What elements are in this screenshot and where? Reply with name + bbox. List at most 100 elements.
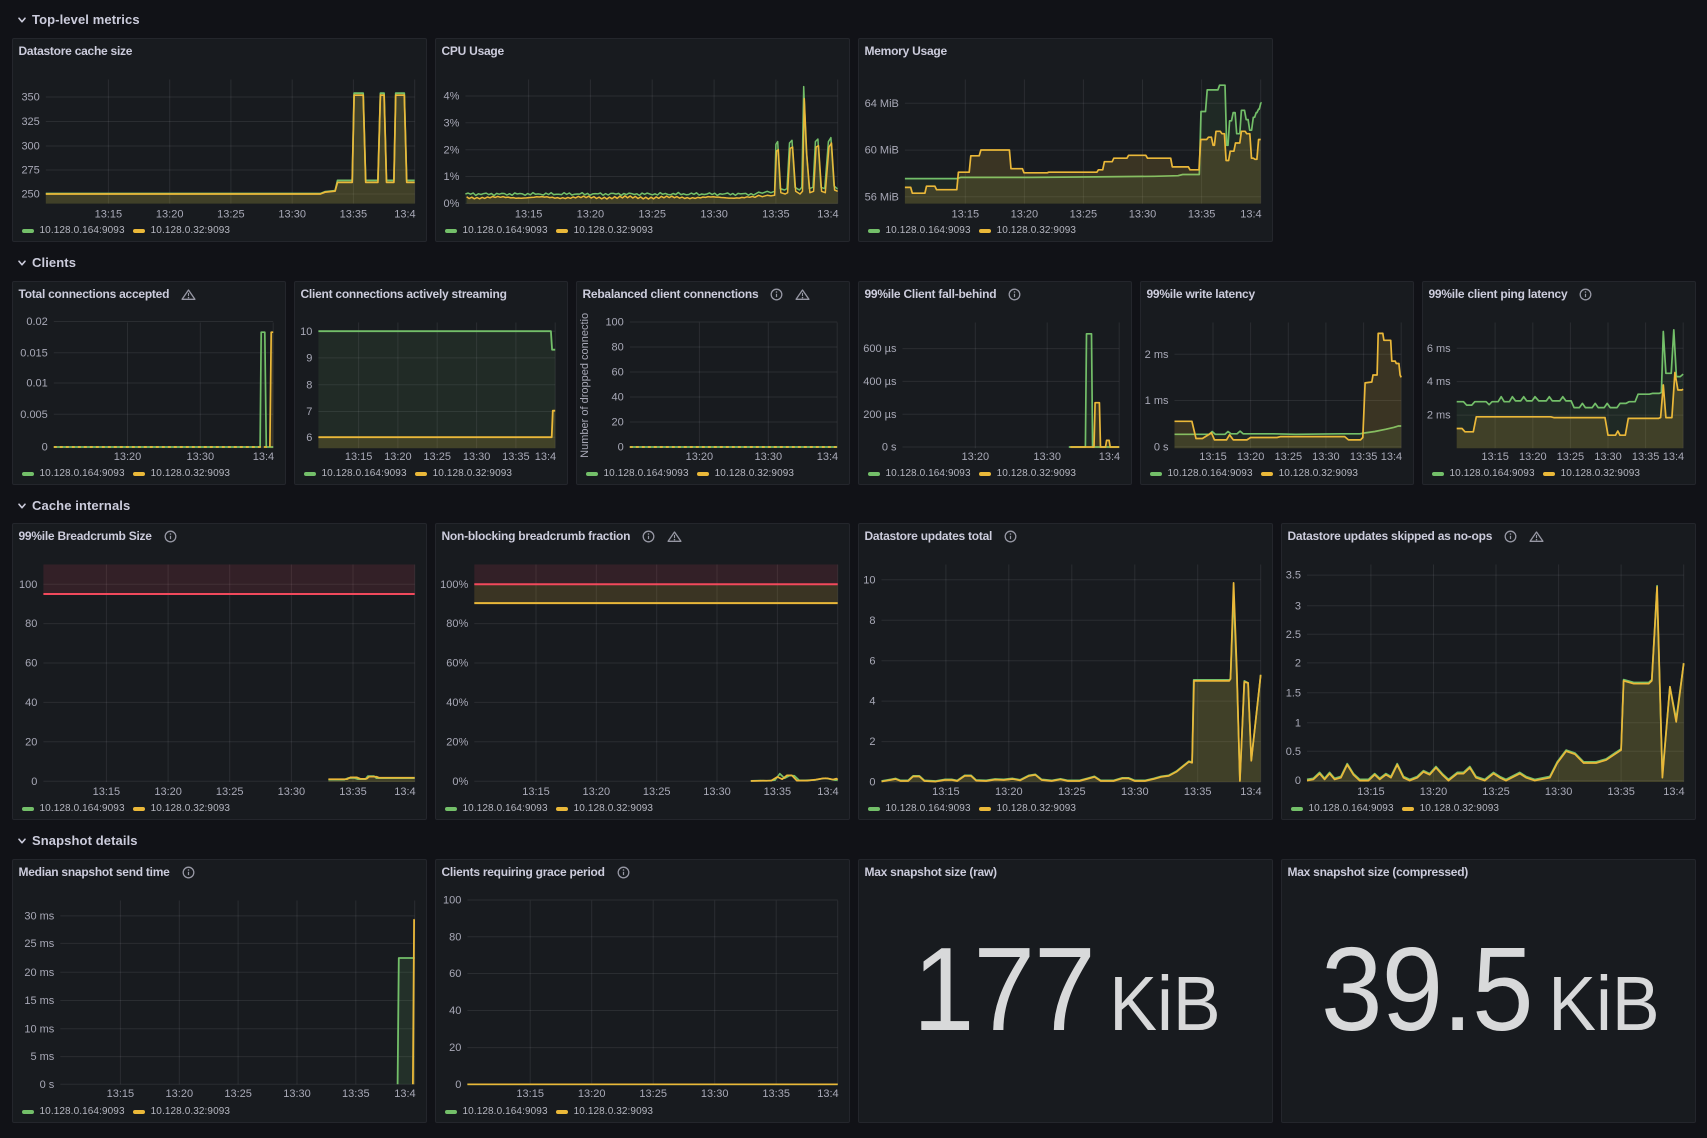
svg-text:6: 6 — [869, 655, 875, 667]
svg-text:60: 60 — [611, 367, 623, 379]
svg-text:9: 9 — [306, 353, 312, 365]
svg-text:13:20: 13:20 — [961, 451, 989, 463]
svg-text:13:35: 13:35 — [1187, 209, 1215, 221]
svg-text:13:4: 13:4 — [394, 1088, 415, 1100]
svg-text:13:30: 13:30 — [462, 451, 490, 463]
svg-text:3.5: 3.5 — [1285, 570, 1300, 582]
svg-text:13:4: 13:4 — [394, 786, 415, 798]
svg-text:0: 0 — [1294, 775, 1300, 787]
svg-text:80: 80 — [25, 618, 37, 630]
svg-text:80: 80 — [449, 931, 461, 943]
svg-text:2: 2 — [869, 736, 875, 748]
svg-text:0.015: 0.015 — [20, 347, 48, 359]
svg-text:0: 0 — [31, 776, 37, 788]
svg-text:60: 60 — [25, 658, 37, 670]
svg-text:13:15: 13:15 — [951, 209, 979, 221]
svg-text:0: 0 — [455, 1079, 461, 1091]
svg-text:13:4: 13:4 — [1380, 451, 1401, 463]
svg-text:13:25: 13:25 — [1482, 786, 1510, 798]
svg-text:13:4: 13:4 — [1098, 451, 1119, 463]
svg-text:40: 40 — [25, 697, 37, 709]
svg-text:13:30: 13:30 — [700, 1088, 728, 1100]
svg-text:100%: 100% — [440, 579, 468, 591]
svg-text:13:4: 13:4 — [817, 209, 838, 221]
svg-text:8: 8 — [306, 379, 312, 391]
svg-text:13:35: 13:35 — [763, 786, 791, 798]
svg-text:25 ms: 25 ms — [24, 938, 54, 950]
svg-text:1: 1 — [1294, 717, 1300, 729]
svg-text:325: 325 — [21, 116, 39, 128]
svg-text:3: 3 — [1294, 600, 1300, 612]
svg-text:13:15: 13:15 — [516, 1088, 544, 1100]
svg-text:13:35: 13:35 — [762, 209, 790, 221]
svg-text:13:20: 13:20 — [1419, 786, 1447, 798]
svg-text:13:30: 13:30 — [1128, 209, 1156, 221]
svg-text:13:25: 13:25 — [639, 1088, 667, 1100]
svg-text:13:35: 13:35 — [1631, 451, 1659, 463]
svg-text:5 ms: 5 ms — [30, 1051, 54, 1063]
svg-text:13:35: 13:35 — [339, 209, 367, 221]
svg-text:13:35: 13:35 — [1183, 786, 1211, 798]
svg-text:0 s: 0 s — [39, 1079, 54, 1091]
svg-text:6 ms: 6 ms — [1426, 343, 1450, 355]
svg-text:13:30: 13:30 — [186, 451, 214, 463]
svg-text:13:35: 13:35 — [1607, 786, 1635, 798]
svg-text:60 MiB: 60 MiB — [864, 145, 898, 157]
svg-text:13:20: 13:20 — [582, 786, 610, 798]
svg-text:13:25: 13:25 — [642, 786, 670, 798]
svg-text:13:4: 13:4 — [1663, 786, 1684, 798]
svg-text:13:15: 13:15 — [92, 786, 120, 798]
svg-text:13:25: 13:25 — [1058, 786, 1086, 798]
svg-text:0: 0 — [617, 442, 623, 454]
svg-text:13:20: 13:20 — [1010, 209, 1038, 221]
svg-text:13:20: 13:20 — [384, 451, 412, 463]
svg-text:13:15: 13:15 — [1481, 451, 1509, 463]
svg-text:13:30: 13:30 — [1312, 451, 1340, 463]
svg-text:13:25: 13:25 — [1556, 451, 1584, 463]
svg-text:0: 0 — [41, 442, 47, 454]
svg-text:13:30: 13:30 — [277, 786, 305, 798]
svg-text:13:15: 13:15 — [344, 451, 372, 463]
svg-text:2%: 2% — [443, 144, 459, 156]
svg-text:13:30: 13:30 — [754, 451, 782, 463]
svg-text:2 ms: 2 ms — [1144, 349, 1168, 361]
svg-text:4%: 4% — [443, 91, 459, 103]
svg-text:60: 60 — [449, 968, 461, 980]
svg-text:275: 275 — [21, 165, 39, 177]
svg-text:13:30: 13:30 — [700, 209, 728, 221]
svg-text:13:4: 13:4 — [394, 209, 415, 221]
svg-text:0.005: 0.005 — [20, 409, 48, 421]
svg-text:13:35: 13:35 — [502, 451, 530, 463]
svg-text:20: 20 — [611, 417, 623, 429]
svg-text:80: 80 — [611, 342, 623, 354]
svg-text:13:15: 13:15 — [106, 1088, 134, 1100]
svg-text:15 ms: 15 ms — [24, 995, 54, 1007]
svg-text:13:15: 13:15 — [94, 209, 122, 221]
svg-text:13:30: 13:30 — [1544, 786, 1572, 798]
svg-text:0 s: 0 s — [881, 442, 896, 454]
svg-text:20%: 20% — [446, 736, 468, 748]
svg-text:13:20: 13:20 — [165, 1088, 193, 1100]
svg-text:13:15: 13:15 — [1199, 451, 1227, 463]
svg-text:13:15: 13:15 — [522, 786, 550, 798]
svg-text:13:20: 13:20 — [113, 451, 141, 463]
svg-text:13:25: 13:25 — [423, 451, 451, 463]
svg-text:13:20: 13:20 — [995, 786, 1023, 798]
svg-text:0.01: 0.01 — [26, 378, 47, 390]
svg-text:13:25: 13:25 — [638, 209, 666, 221]
svg-text:Number of dropped connectio: Number of dropped connectio — [579, 313, 591, 458]
svg-text:20: 20 — [449, 1042, 461, 1054]
svg-text:60%: 60% — [446, 658, 468, 670]
svg-text:0: 0 — [869, 777, 875, 789]
svg-text:20 ms: 20 ms — [24, 967, 54, 979]
svg-text:13:4: 13:4 — [1240, 786, 1261, 798]
svg-text:13:15: 13:15 — [932, 786, 960, 798]
svg-text:13:30: 13:30 — [1594, 451, 1622, 463]
svg-text:13:35: 13:35 — [762, 1088, 790, 1100]
svg-text:1%: 1% — [443, 171, 459, 183]
svg-text:40: 40 — [449, 1005, 461, 1017]
svg-text:4 ms: 4 ms — [1426, 376, 1450, 388]
svg-text:10: 10 — [863, 574, 875, 586]
svg-text:13:4: 13:4 — [252, 451, 273, 463]
svg-text:8: 8 — [869, 615, 875, 627]
